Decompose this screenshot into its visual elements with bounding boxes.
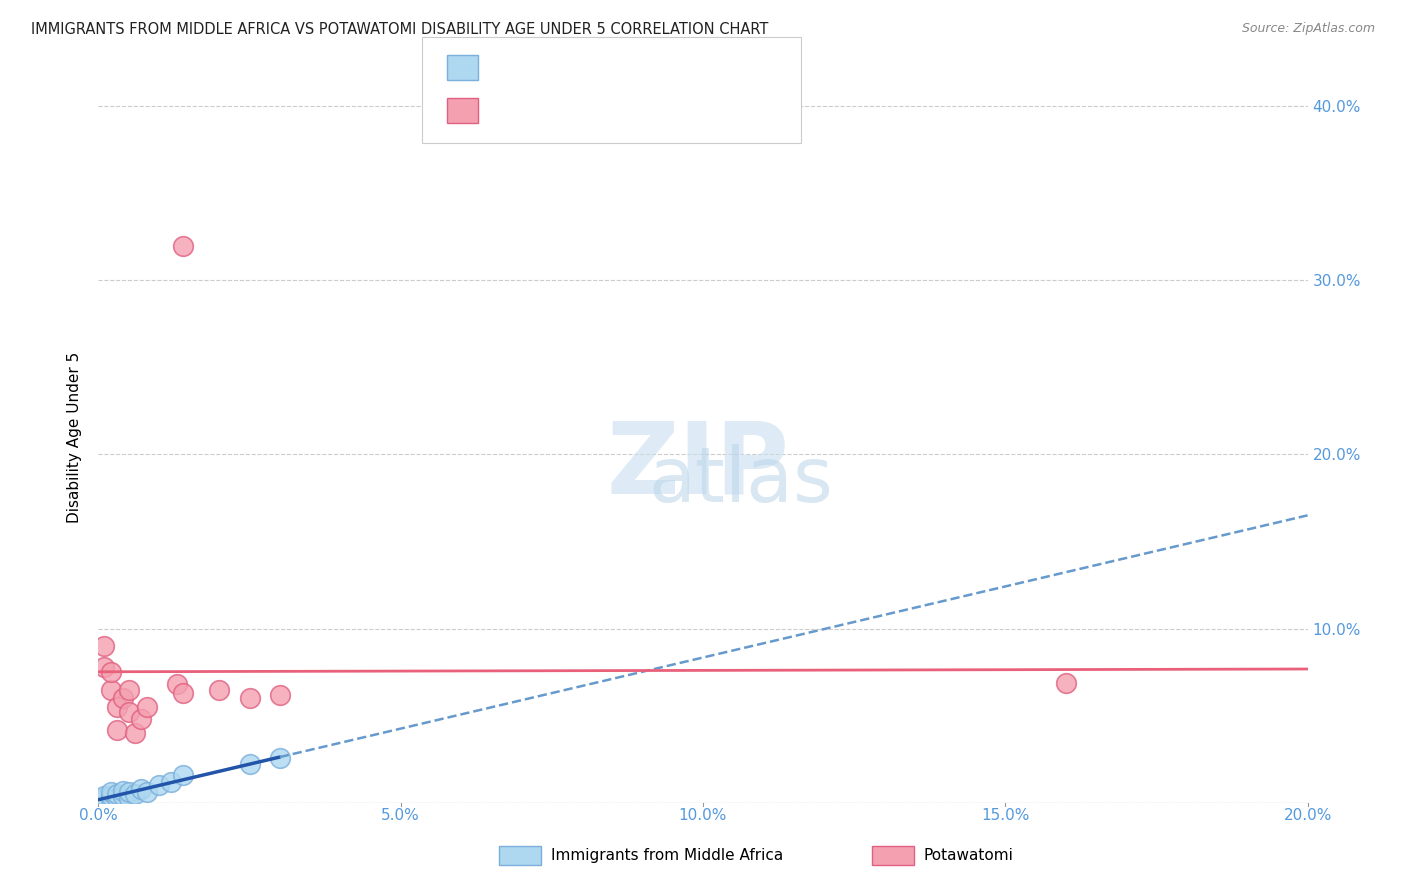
- Point: [172, 686, 194, 700]
- Point: [100, 789, 122, 803]
- Y-axis label: Disability Age Under 5: Disability Age Under 5: [67, 351, 83, 523]
- Point: [93, 789, 115, 803]
- Point: [111, 789, 134, 803]
- Point: [135, 785, 157, 799]
- Point: [129, 781, 152, 796]
- Text: IMMIGRANTS FROM MIDDLE AFRICA VS POTAWATOMI DISABILITY AGE UNDER 5 CORRELATION C: IMMIGRANTS FROM MIDDLE AFRICA VS POTAWAT…: [31, 22, 768, 37]
- Point: [148, 778, 170, 792]
- Point: [118, 705, 141, 719]
- Point: [93, 792, 115, 806]
- Point: [269, 750, 291, 764]
- Text: N = 18: N = 18: [640, 100, 702, 118]
- Point: [239, 691, 262, 706]
- Point: [135, 700, 157, 714]
- Point: [118, 785, 141, 799]
- Point: [124, 787, 146, 801]
- Text: Source: ZipAtlas.com: Source: ZipAtlas.com: [1241, 22, 1375, 36]
- Text: atlas: atlas: [648, 444, 834, 518]
- Point: [239, 757, 262, 772]
- Point: [160, 775, 183, 789]
- Point: [269, 688, 291, 702]
- Point: [105, 790, 128, 805]
- Point: [172, 768, 194, 782]
- Point: [100, 665, 122, 680]
- Text: R = 0.019: R = 0.019: [488, 100, 571, 118]
- Point: [100, 792, 122, 806]
- Text: ZIP: ZIP: [606, 417, 789, 515]
- Point: [166, 677, 188, 691]
- Point: [100, 682, 122, 697]
- Point: [105, 723, 128, 737]
- Point: [100, 785, 122, 799]
- Text: R = 0.528: R = 0.528: [488, 57, 571, 75]
- Text: Immigrants from Middle Africa: Immigrants from Middle Africa: [551, 848, 783, 863]
- Point: [105, 787, 128, 801]
- Text: Potawatomi: Potawatomi: [924, 848, 1014, 863]
- Point: [208, 682, 231, 697]
- Point: [129, 712, 152, 726]
- Point: [118, 682, 141, 697]
- Point: [124, 726, 146, 740]
- Point: [118, 790, 141, 805]
- Point: [1054, 675, 1077, 690]
- Point: [172, 238, 194, 252]
- Point: [111, 691, 134, 706]
- Text: N = 20: N = 20: [640, 57, 702, 75]
- Point: [93, 639, 115, 653]
- Point: [93, 660, 115, 674]
- Point: [105, 700, 128, 714]
- Point: [93, 790, 115, 805]
- Point: [111, 783, 134, 797]
